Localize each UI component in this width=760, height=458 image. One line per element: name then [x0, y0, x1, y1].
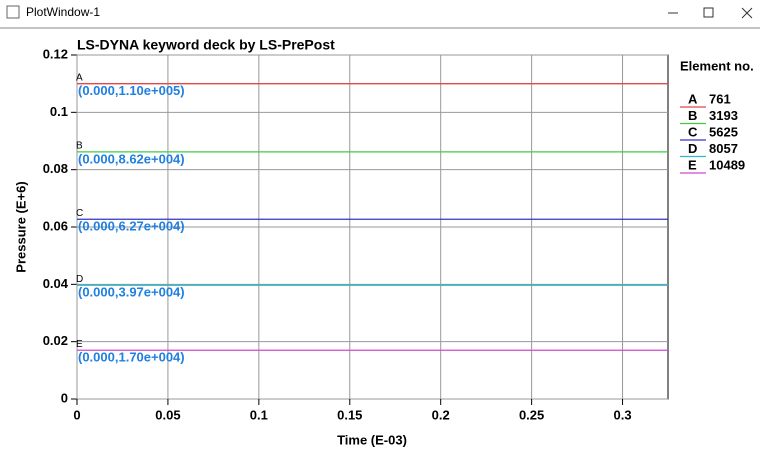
y-tick-label: 0.06: [43, 218, 68, 233]
y-tick-label: 0.12: [43, 46, 68, 61]
line-letter: E: [76, 339, 83, 350]
y-tick-label: 0.02: [43, 333, 68, 348]
chart-title: LS-DYNA keyword deck by LS-PrePost: [77, 37, 335, 53]
legend-label: 761: [709, 91, 731, 106]
value-annotation: (0.000,8.62e+004): [78, 151, 185, 166]
value-annotation: (0.000,1.70e+004): [78, 350, 185, 365]
y-axis-label: Pressure (E+6): [13, 181, 28, 272]
legend-letter: A: [688, 91, 698, 106]
line-letter: C: [76, 208, 83, 219]
legend-label: 8057: [709, 141, 738, 156]
y-tick-label: 0.08: [43, 161, 68, 176]
x-tick-label: 0.2: [432, 407, 450, 422]
legend-letter: B: [688, 108, 697, 123]
value-annotation: (0.000,1.10e+005): [78, 83, 185, 98]
legend-label: 3193: [709, 108, 738, 123]
line-letter: A: [76, 72, 83, 83]
x-tick-label: 0.3: [613, 407, 631, 422]
legend-title: Element no.: [680, 58, 754, 73]
value-annotation: (0.000,3.97e+004): [78, 285, 185, 300]
window-title: PlotWindow-1: [26, 5, 100, 19]
line-letter: B: [76, 141, 83, 152]
close-button[interactable]: [741, 7, 753, 19]
legend-label: 10489: [709, 157, 745, 172]
x-tick-label: 0.05: [155, 407, 180, 422]
line-letter: D: [76, 274, 83, 285]
x-tick-label: 0.25: [519, 407, 544, 422]
legend-letter: E: [688, 157, 697, 172]
x-tick-label: 0.15: [337, 407, 362, 422]
y-tick-label: 0.04: [43, 276, 69, 291]
legend-letter: C: [688, 124, 698, 139]
y-tick-label: 0.1: [50, 104, 68, 119]
window-icon: [6, 5, 20, 19]
legend-label: 5625: [709, 124, 738, 139]
maximize-button[interactable]: [703, 7, 714, 18]
x-tick-label: 0.1: [250, 407, 268, 422]
legend-letter: D: [688, 141, 697, 156]
x-tick-label: 0: [73, 407, 80, 422]
value-annotation: (0.000,6.27e+004): [78, 219, 185, 234]
x-axis-label: Time (E-03): [337, 432, 407, 447]
y-tick-label: 0: [61, 390, 68, 405]
